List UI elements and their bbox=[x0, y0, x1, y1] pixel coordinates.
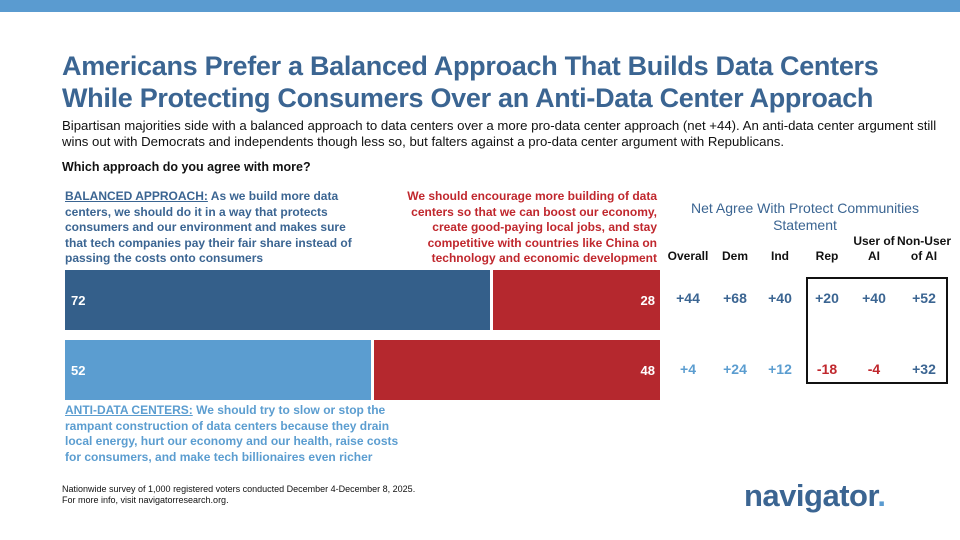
anti-text: We should try to slow or stop the rampan… bbox=[65, 403, 399, 464]
net-value: +12 bbox=[768, 361, 792, 377]
bar-segment-protect: 72 bbox=[65, 270, 491, 330]
anti-label: ANTI-DATA CENTERS: bbox=[65, 403, 193, 417]
net-value: +4 bbox=[680, 361, 696, 377]
net-value: -4 bbox=[867, 361, 881, 377]
footnote-line: For more info, visit navigatorresearch.o… bbox=[62, 495, 229, 505]
balanced-label: BALANCED APPROACH: bbox=[65, 189, 208, 203]
question: Which approach do you agree with more? bbox=[62, 160, 311, 174]
column-header: Ind bbox=[771, 249, 789, 263]
net-value: +40 bbox=[862, 290, 886, 306]
subtitle: Bipartisan majorities side with a balanc… bbox=[62, 118, 937, 149]
page-title: Americans Prefer a Balanced Approach Tha… bbox=[62, 51, 879, 113]
highlight-box bbox=[806, 277, 948, 384]
column-header: Overall bbox=[667, 249, 709, 263]
net-value: +24 bbox=[723, 361, 747, 377]
pro-statement: We should encourage more building of dat… bbox=[407, 189, 657, 265]
navigator-logo: navigator. bbox=[744, 478, 886, 513]
column-header: Rep bbox=[815, 249, 839, 263]
net-value: +20 bbox=[815, 290, 839, 306]
column-header: Dem bbox=[721, 249, 748, 263]
net-value: +40 bbox=[768, 290, 792, 306]
bar-segment-pro: 28 bbox=[493, 270, 660, 330]
net-header: Net Agree With Protect Communities State… bbox=[691, 200, 919, 233]
top-accent-bar bbox=[0, 0, 960, 12]
net-value: +32 bbox=[912, 361, 936, 377]
bar-segment-pro: 48 bbox=[374, 340, 660, 400]
net-value: +44 bbox=[676, 290, 700, 306]
balanced-text: As we build more data centers, we should… bbox=[65, 189, 352, 265]
net-value: +52 bbox=[912, 290, 936, 306]
net-value: +68 bbox=[723, 290, 747, 306]
net-value: -18 bbox=[816, 361, 838, 377]
column-header: Non-User of AI bbox=[896, 234, 951, 263]
balanced-statement: BALANCED APPROACH: As we build more data… bbox=[65, 189, 355, 267]
footnote: Nationwide survey of 1,000 registered vo… bbox=[62, 484, 415, 506]
footnote-line: Nationwide survey of 1,000 registered vo… bbox=[62, 484, 416, 494]
column-header: User of AI bbox=[853, 234, 895, 263]
bar-segment-protect: 52 bbox=[65, 340, 372, 400]
anti-statement: ANTI-DATA CENTERS: We should try to slow… bbox=[65, 403, 405, 465]
